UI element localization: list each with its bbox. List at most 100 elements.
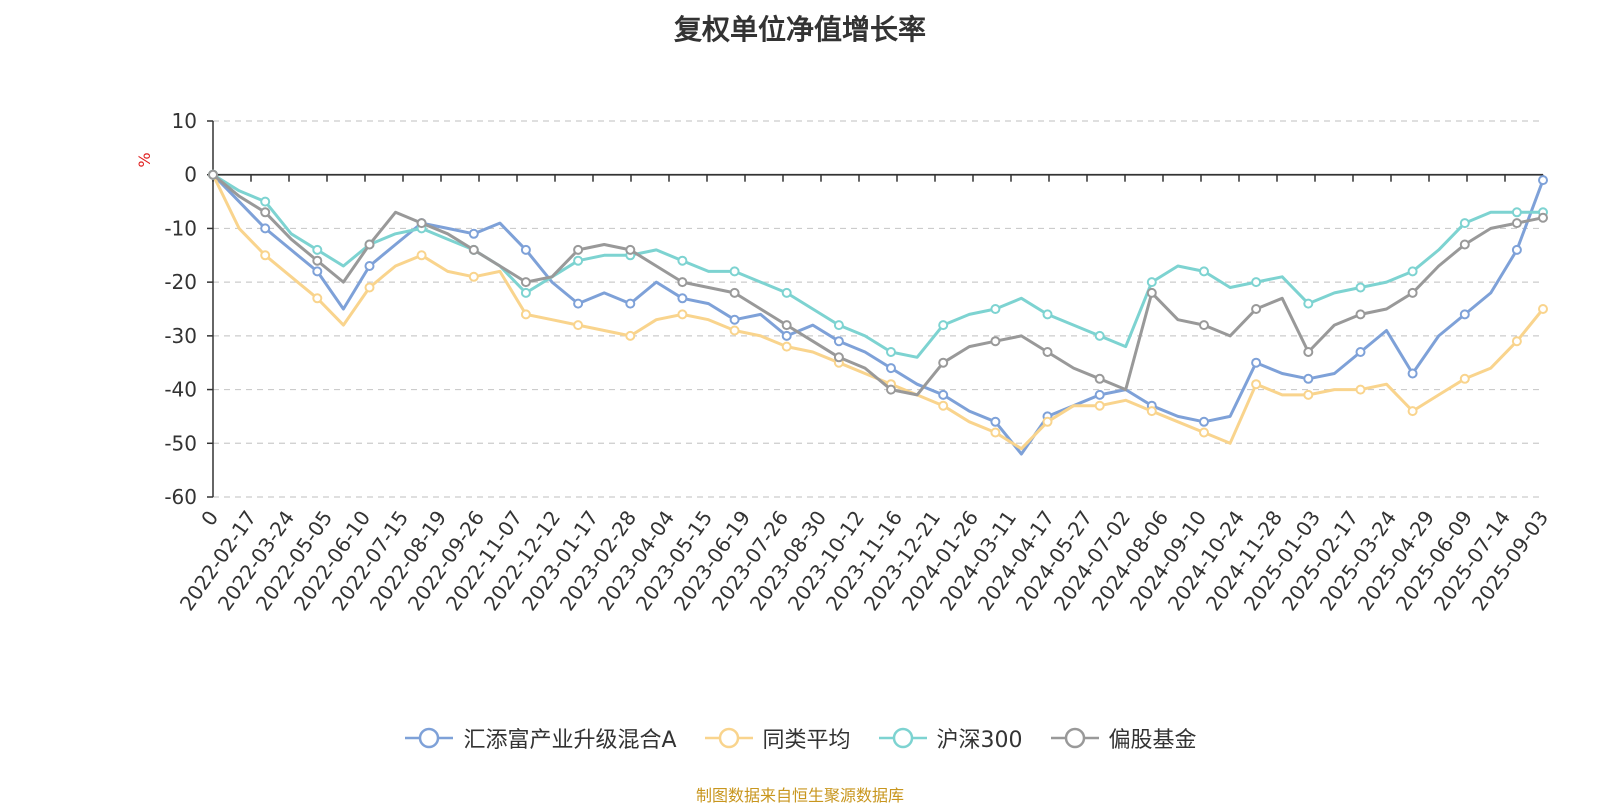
data-point xyxy=(520,309,531,320)
data-point xyxy=(416,218,427,229)
data-point xyxy=(260,223,271,234)
data-point xyxy=(1407,368,1418,379)
data-point xyxy=(1538,212,1548,223)
data-point xyxy=(1459,309,1470,320)
data-point xyxy=(625,330,636,341)
data-point xyxy=(1094,330,1105,341)
data-point xyxy=(1146,277,1157,288)
data-point xyxy=(1303,347,1314,357)
data-point xyxy=(1538,175,1548,186)
data-point xyxy=(1303,298,1314,309)
y-tick-label: -20 xyxy=(164,270,197,294)
data-point xyxy=(1303,373,1314,384)
data-point xyxy=(781,330,792,341)
y-tick-label: -50 xyxy=(164,431,197,455)
chart-title: 复权单位净值增长率 xyxy=(673,13,926,46)
data-point xyxy=(990,427,1001,438)
data-point xyxy=(886,384,896,395)
data-point xyxy=(1094,400,1105,411)
data-point xyxy=(938,400,949,411)
data-point xyxy=(312,266,323,277)
data-point xyxy=(938,357,949,368)
data-point xyxy=(1407,406,1418,417)
axes xyxy=(207,120,1544,498)
data-point xyxy=(1199,427,1209,438)
data-point xyxy=(520,277,531,288)
x-tick-labels: 02022-02-172022-03-242022-05-052022-06-1… xyxy=(175,506,1553,615)
data-point xyxy=(1251,379,1262,390)
series-lines xyxy=(208,169,1548,456)
source-note: 制图数据来自恒生聚源数据库 xyxy=(695,786,904,805)
data-point xyxy=(990,304,1001,314)
data-point xyxy=(625,298,636,309)
data-point xyxy=(677,309,688,320)
data-point xyxy=(260,196,271,207)
data-point xyxy=(1407,287,1418,298)
y-tick-label: 0 xyxy=(184,163,197,187)
data-point xyxy=(1251,277,1262,288)
data-point xyxy=(1355,347,1366,357)
data-point xyxy=(1511,336,1522,347)
legend-label: 同类平均 xyxy=(762,728,851,753)
data-point xyxy=(520,287,531,298)
data-point xyxy=(833,336,844,347)
data-point xyxy=(990,416,1001,427)
data-point xyxy=(1094,373,1105,384)
series-line xyxy=(211,173,1545,456)
data-point xyxy=(990,336,1001,347)
legend-label: 偏股基金 xyxy=(1108,728,1197,753)
data-point xyxy=(886,347,896,357)
data-point xyxy=(938,320,949,331)
data-point xyxy=(1042,309,1053,320)
data-point xyxy=(781,320,792,331)
data-point xyxy=(1355,309,1366,320)
data-point xyxy=(260,250,271,261)
legend-swatch-icon xyxy=(1050,727,1099,749)
data-point xyxy=(1355,282,1366,293)
data-point xyxy=(1199,266,1209,277)
y-axis-label: % xyxy=(135,152,154,167)
legend-label: 汇添富产业升级混合A xyxy=(463,728,677,753)
data-point xyxy=(781,341,792,352)
data-point xyxy=(677,293,688,304)
data-point xyxy=(520,244,531,255)
data-point xyxy=(312,255,323,266)
data-point xyxy=(364,239,375,250)
data-point xyxy=(1538,304,1548,314)
legend-swatch-icon xyxy=(405,727,454,749)
data-point xyxy=(1251,304,1262,314)
y-tick-label: -60 xyxy=(164,485,197,509)
data-point xyxy=(1355,384,1366,395)
data-point xyxy=(1199,416,1209,427)
legend-item[interactable]: 同类平均 xyxy=(703,722,851,754)
data-point xyxy=(468,244,479,255)
series-line xyxy=(211,173,1545,359)
y-tick-label: -30 xyxy=(164,324,197,348)
y-tick-label: 10 xyxy=(172,109,197,133)
data-point xyxy=(1459,373,1470,384)
data-point xyxy=(364,261,375,271)
data-point xyxy=(1511,244,1522,255)
data-point xyxy=(729,266,740,277)
data-point xyxy=(886,363,896,374)
data-point xyxy=(677,277,688,288)
series-line xyxy=(211,173,1545,397)
data-point xyxy=(208,169,218,180)
data-point xyxy=(938,389,949,400)
chart-legend: 汇添富产业升级混合A 同类平均 沪深300 偏股基金 xyxy=(0,722,1600,754)
legend-item[interactable]: 汇添富产业升级混合A xyxy=(403,722,677,754)
data-point xyxy=(364,282,375,293)
y-tick-labels: 10 0 -10 -20 -30 -40 -50 -60 xyxy=(164,109,197,509)
data-point xyxy=(573,298,584,309)
data-point xyxy=(1199,320,1209,331)
data-point xyxy=(1407,266,1418,277)
data-point xyxy=(312,293,323,304)
y-tick-label: -40 xyxy=(164,378,197,402)
legend-item[interactable]: 偏股基金 xyxy=(1049,722,1197,754)
data-point xyxy=(729,325,740,336)
data-point xyxy=(1511,207,1522,218)
data-point xyxy=(833,352,844,363)
data-point xyxy=(833,320,844,331)
data-point xyxy=(729,314,740,325)
legend-item[interactable]: 沪深300 xyxy=(877,722,1023,754)
